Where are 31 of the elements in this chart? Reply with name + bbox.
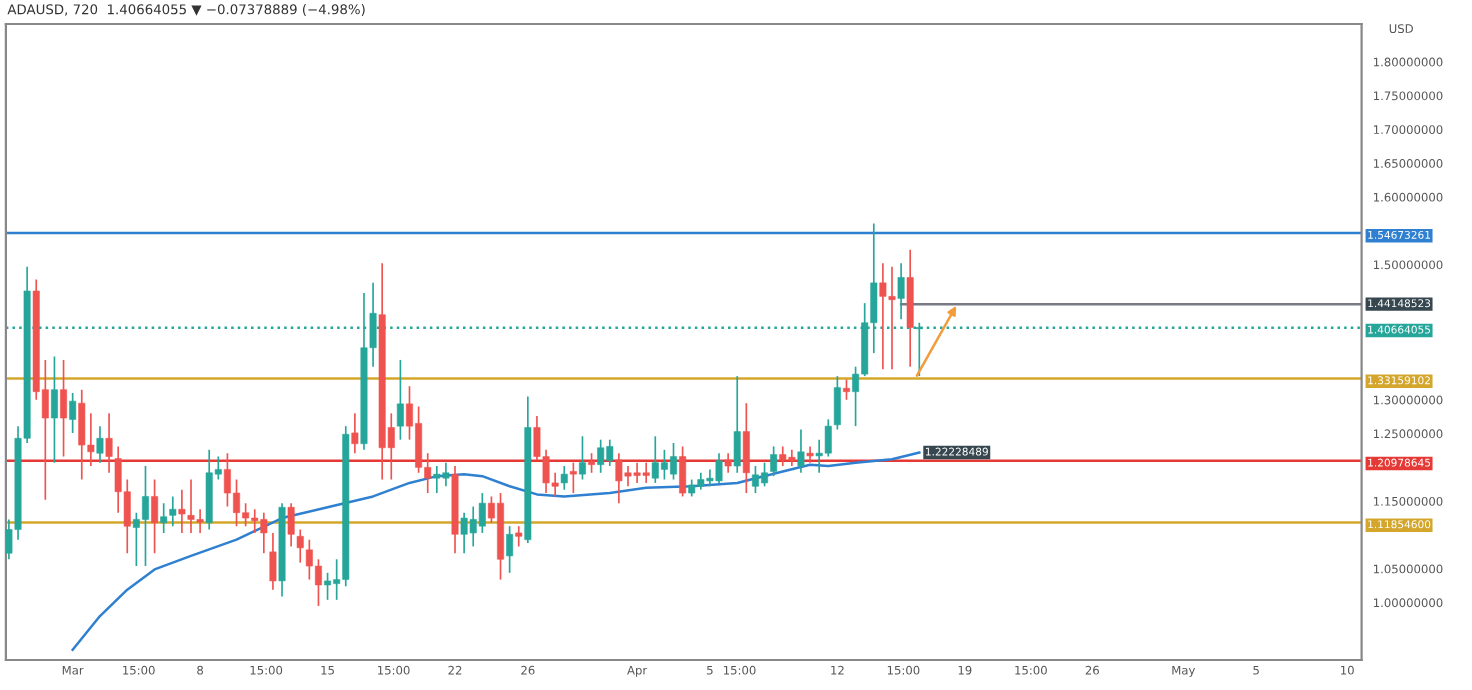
candlestick	[733, 375, 741, 474]
candlestick	[169, 495, 177, 528]
candlestick	[287, 502, 295, 548]
candlestick	[50, 355, 58, 464]
candlestick	[160, 502, 168, 534]
candlestick	[351, 412, 359, 455]
candlestick	[797, 428, 805, 474]
candlestick	[296, 528, 304, 564]
candlestick	[770, 445, 778, 477]
candlestick	[560, 465, 568, 491]
candlestick	[833, 375, 841, 431]
candlestick	[679, 445, 687, 498]
candlestick	[105, 412, 113, 474]
candlestick	[588, 452, 596, 474]
candlestick	[742, 402, 750, 494]
candlestick	[506, 525, 514, 574]
candlestick	[324, 571, 332, 601]
candlestick	[151, 478, 159, 555]
candlestick	[269, 532, 277, 591]
candlestick	[60, 359, 68, 458]
candlestick	[897, 262, 905, 321]
candlestick	[69, 392, 77, 434]
candlestick	[178, 488, 186, 534]
candlestick	[396, 359, 404, 441]
candlestick	[843, 378, 850, 401]
candlestick	[724, 452, 732, 474]
candlestick	[569, 461, 577, 494]
candlestick	[579, 435, 586, 481]
candlestick	[806, 445, 814, 464]
candlestick	[515, 525, 523, 548]
candlestick	[96, 425, 104, 464]
